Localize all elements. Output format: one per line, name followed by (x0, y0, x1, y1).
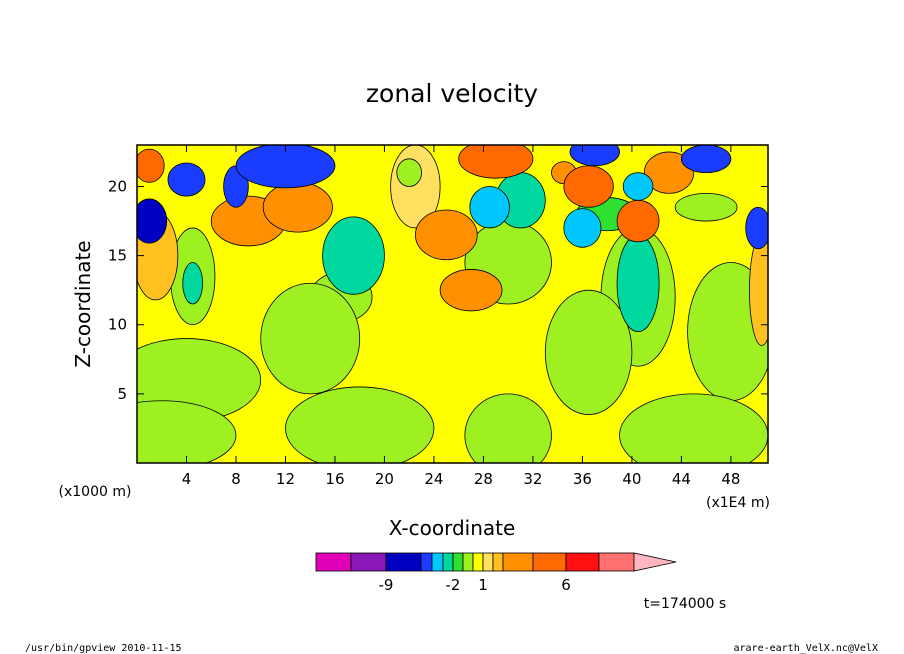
x-tick-label: 48 (721, 470, 740, 488)
colorbar-tick-label: -9 (379, 576, 394, 594)
footer-left: /usr/bin/gpview 2010-11-15 (25, 643, 182, 654)
contour-region (680, 145, 732, 174)
contour-region (616, 199, 660, 243)
x-tick-label: 12 (276, 470, 295, 488)
contour-region (137, 148, 165, 183)
contour-region (137, 400, 237, 463)
plot-frame (136, 144, 769, 464)
contour-region (182, 262, 203, 305)
contour-region (285, 386, 435, 463)
colorbar-tick-label: -2 (446, 576, 461, 594)
x-tick-label: 4 (182, 470, 192, 488)
colorbar-segment (452, 552, 464, 572)
footer-right: arare-earth_VelX.nc@VelX (734, 643, 879, 654)
contour-region (619, 393, 768, 463)
x-axis-label: X-coordinate (389, 516, 516, 540)
colorbar-segment (350, 552, 387, 572)
colorbar-segment (532, 552, 567, 572)
contour-region (262, 181, 333, 233)
plot-area (136, 144, 769, 464)
colorbar-segment (492, 552, 504, 572)
colorbar-segment (482, 552, 494, 572)
colorbar-segment (462, 552, 474, 572)
contour-region (563, 165, 614, 208)
colorbar: -9 -2 1 6 (315, 552, 677, 594)
x-tick-label: 20 (375, 470, 394, 488)
contour-region (260, 282, 361, 395)
colorbar-segment (385, 552, 422, 572)
y-tick-label: 20 (108, 177, 127, 195)
contour-region (616, 234, 660, 333)
contour-region (414, 209, 478, 261)
x-tick-label: 40 (622, 470, 641, 488)
colorbar-segment (442, 552, 454, 572)
contour-region (674, 192, 738, 222)
x-tick-label: 32 (523, 470, 542, 488)
colorbar-segment (565, 552, 600, 572)
contour-region (137, 198, 168, 244)
x-tick-label: 44 (672, 470, 691, 488)
x-tick-label: 28 (474, 470, 493, 488)
y-tick-label: 10 (108, 316, 127, 334)
colorbar-tick-label: 6 (561, 576, 571, 594)
colorbar-segment (502, 552, 534, 572)
contour-region (745, 206, 768, 250)
colorbar-segment (472, 552, 484, 572)
y-tick-label: 5 (117, 385, 127, 403)
y-axis: 5 10 15 20 (108, 177, 768, 403)
colorbar-segment (598, 552, 635, 572)
x-tick-label: 24 (424, 470, 443, 488)
colorbar-tick-label: 1 (478, 576, 488, 594)
contour-region (235, 145, 336, 189)
contour-region (396, 158, 422, 187)
x-unit-left: (x1000 m) (59, 484, 132, 500)
x-axis: 4 8 12 16 20 24 28 32 36 40 44 48 (182, 145, 740, 488)
x-tick-label: 8 (231, 470, 241, 488)
colorbar-extend-arrow (633, 552, 677, 572)
colorbar-segment (431, 552, 444, 572)
contour-region (322, 216, 385, 295)
contour-region (469, 186, 510, 229)
contour-region (458, 145, 534, 179)
contour-region (569, 145, 620, 167)
contour-region (544, 289, 633, 416)
contour-region (749, 234, 768, 346)
contour-region (439, 269, 503, 312)
time-label: t=174000 s (644, 596, 726, 612)
chart-title: zonal velocity (366, 79, 538, 108)
contour-fill (137, 145, 768, 463)
x-tick-label: 16 (325, 470, 344, 488)
y-tick-label: 15 (108, 247, 127, 265)
contour-region (622, 172, 654, 201)
x-tick-label: 36 (573, 470, 592, 488)
colorbar-segment (315, 552, 352, 572)
x-unit-right: (x1E4 m) (706, 495, 770, 511)
contour-region (563, 208, 602, 248)
colorbar-segment (420, 552, 433, 572)
y-axis-label: Z-coordinate (71, 240, 95, 367)
contour-region (464, 393, 552, 463)
contour-region (167, 162, 206, 197)
contour-region (643, 151, 695, 194)
